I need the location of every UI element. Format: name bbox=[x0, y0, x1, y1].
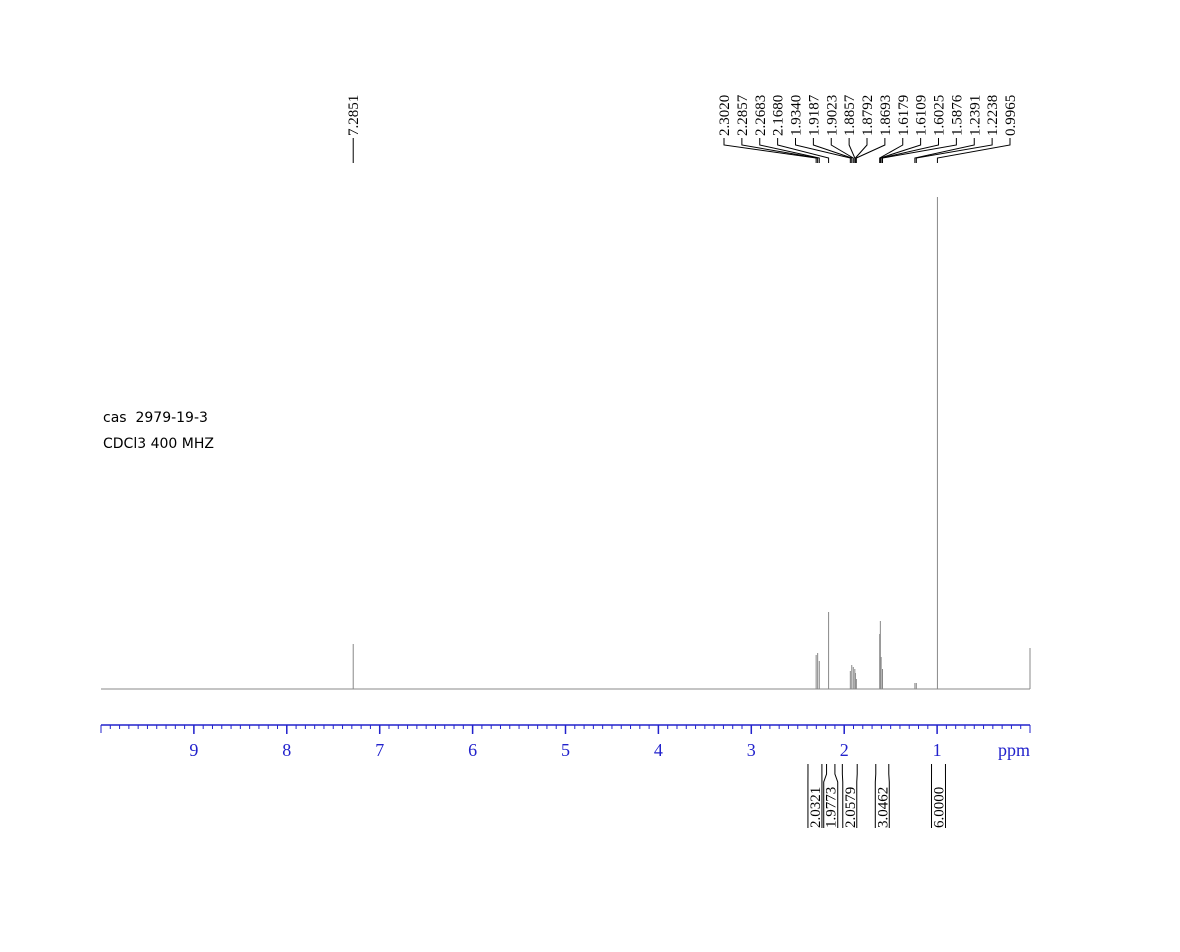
integral-label: 2.0579 bbox=[843, 787, 859, 828]
peak-label: 1.6179 bbox=[896, 95, 912, 136]
peak-connector bbox=[848, 138, 856, 163]
peak-label: 1.2391 bbox=[967, 95, 983, 136]
peak-label: 2.2857 bbox=[735, 94, 751, 136]
peak-label: 2.2683 bbox=[753, 95, 769, 136]
peak-connector bbox=[741, 138, 819, 163]
x-tick-label: 6 bbox=[468, 740, 477, 760]
peak-connector bbox=[879, 138, 904, 163]
integral-bracket bbox=[874, 764, 890, 828]
x-tick-label: 7 bbox=[375, 740, 384, 760]
integral-bracket bbox=[841, 764, 858, 828]
peak-connector bbox=[855, 138, 886, 163]
peak-label: 0.9965 bbox=[1003, 95, 1019, 136]
peak-label: 1.6109 bbox=[914, 95, 930, 136]
integral-label: 3.0462 bbox=[875, 787, 891, 828]
peak-label: 1.2238 bbox=[985, 95, 1001, 136]
x-tick-label: 2 bbox=[840, 740, 849, 760]
peak-label: 2.1680 bbox=[771, 95, 787, 136]
peak-connector bbox=[882, 138, 957, 163]
peak-label: 1.8857 bbox=[842, 94, 858, 136]
integral-label: 6.0000 bbox=[931, 787, 947, 828]
x-tick-label: 1 bbox=[933, 740, 942, 760]
peak-label: 1.6025 bbox=[932, 95, 948, 136]
peak-label: 1.9187 bbox=[806, 94, 822, 136]
integral-label: 1.9773 bbox=[824, 787, 840, 828]
peak-connector bbox=[879, 138, 922, 163]
note: CDCl3 400 MHZ bbox=[103, 436, 214, 452]
x-tick-label: 4 bbox=[654, 740, 663, 760]
peak-label: 1.9340 bbox=[789, 95, 805, 136]
x-tick-label: 9 bbox=[189, 740, 198, 760]
x-axis-label: ppm bbox=[998, 740, 1030, 760]
peak-connector bbox=[759, 138, 820, 163]
x-tick-label: 8 bbox=[282, 740, 291, 760]
integral-label: 2.0321 bbox=[808, 787, 824, 828]
peak-label: 1.9023 bbox=[824, 95, 840, 136]
peak-connector bbox=[723, 138, 817, 163]
integral-bracket bbox=[930, 764, 946, 828]
peak-connector bbox=[812, 138, 853, 163]
peak-label: 2.3020 bbox=[717, 95, 733, 136]
x-tick-label: 5 bbox=[561, 740, 570, 760]
peak-connector bbox=[854, 138, 868, 163]
x-tick-label: 3 bbox=[747, 740, 756, 760]
note: cas 2979-19-3 bbox=[103, 410, 208, 426]
peak-label: 1.8693 bbox=[878, 95, 894, 136]
peak-label: 1.8792 bbox=[860, 95, 876, 136]
peak-label: 7.2851 bbox=[346, 95, 362, 136]
peak-connector bbox=[777, 138, 830, 163]
peak-connector bbox=[936, 138, 1011, 163]
peak-connector bbox=[795, 138, 851, 163]
peak-label: 1.5876 bbox=[949, 94, 965, 136]
peak-connector bbox=[915, 138, 993, 163]
peak-connector bbox=[830, 138, 854, 163]
integral-bracket bbox=[807, 764, 823, 828]
integral-bracket bbox=[823, 764, 839, 828]
peak-connector bbox=[914, 138, 975, 163]
peak-connector bbox=[880, 138, 939, 163]
